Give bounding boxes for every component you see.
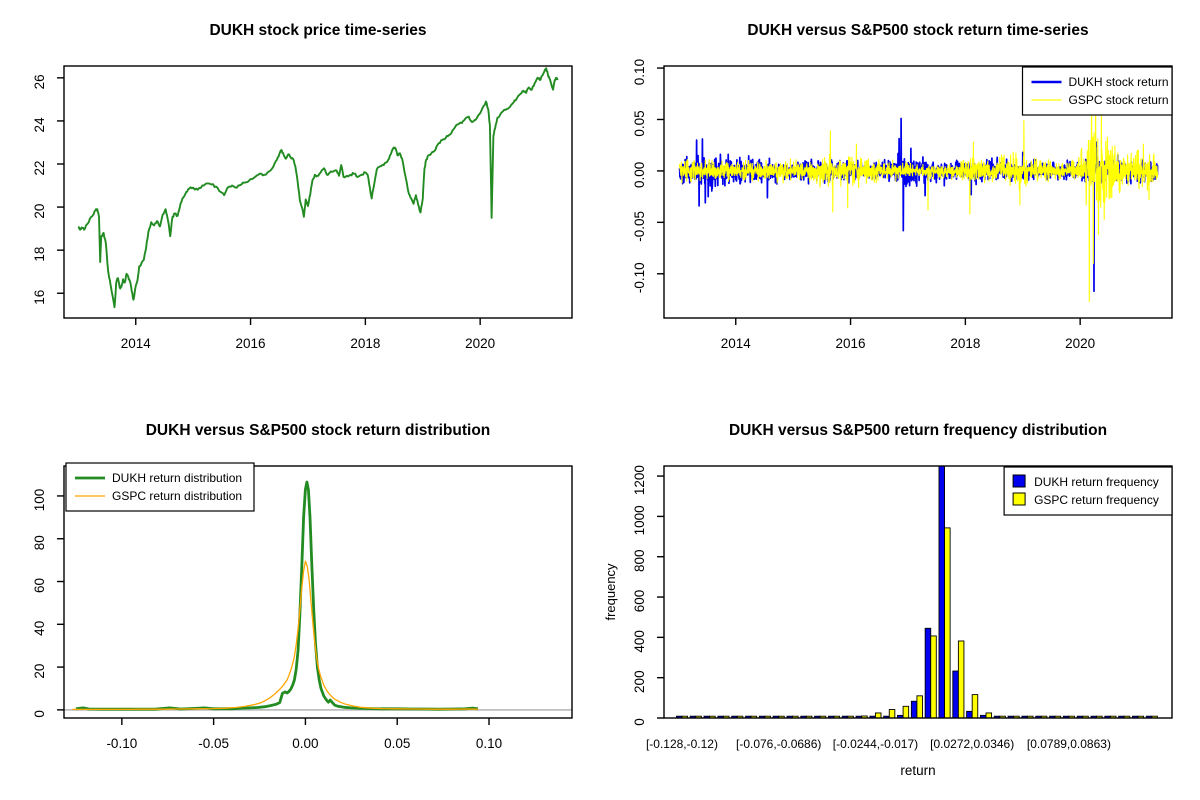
svg-text:0.10: 0.10 xyxy=(476,736,502,751)
svg-text:[-0.128,-0.12): [-0.128,-0.12) xyxy=(646,737,718,751)
svg-text:40: 40 xyxy=(32,621,47,636)
svg-text:2018: 2018 xyxy=(950,336,980,351)
svg-text:GSPC stock return: GSPC stock return xyxy=(1069,93,1169,107)
svg-text:60: 60 xyxy=(32,578,47,593)
return-timeseries-panel: DUKH versus S&P500 stock return time-ser… xyxy=(600,0,1200,400)
svg-text:0.00: 0.00 xyxy=(632,162,647,188)
svg-text:[-0.0244,-0.017): [-0.0244,-0.017) xyxy=(833,737,918,751)
svg-text:100: 100 xyxy=(32,489,47,512)
svg-text:0.05: 0.05 xyxy=(384,736,410,751)
svg-text:0.05: 0.05 xyxy=(632,110,647,136)
return-timeseries-plot: 0.10 0.05 0.00 -0.05 -0.10 2014 2016 2018 2020 DU… xyxy=(632,59,1173,351)
svg-text:2014: 2014 xyxy=(121,336,152,351)
svg-text:0: 0 xyxy=(32,710,47,718)
svg-text:-0.05: -0.05 xyxy=(198,736,229,751)
return-distribution-plot: 0 20 40 60 80 100 -0.10 -0.05 0.00 0.05 0.10 DUKH r… xyxy=(32,462,573,751)
svg-text:frequency: frequency xyxy=(603,563,618,621)
return-distribution-panel: DUKH versus S&P500 stock return distribu… xyxy=(0,400,600,800)
return-distribution-title: DUKH versus S&P500 stock return distribu… xyxy=(145,422,491,439)
price-chart-title: DUKH stock price time-series xyxy=(209,22,427,39)
svg-text:2014: 2014 xyxy=(721,336,752,351)
svg-text:GSPC return distribution: GSPC return distribution xyxy=(112,489,242,503)
svg-text:0: 0 xyxy=(632,718,647,726)
svg-text:-0.10: -0.10 xyxy=(106,736,137,751)
svg-text:DUKH return distribution: DUKH return distribution xyxy=(112,471,242,485)
svg-text:0.10: 0.10 xyxy=(632,59,647,85)
price-timeseries-plot: 16 18 20 22 24 26 2014 2016 2018 2020 xyxy=(32,65,573,351)
svg-text:200: 200 xyxy=(632,670,647,693)
svg-text:0.00: 0.00 xyxy=(292,736,318,751)
svg-text:80: 80 xyxy=(32,535,47,550)
svg-text:24: 24 xyxy=(32,117,47,133)
svg-text:26: 26 xyxy=(32,74,47,89)
svg-text:2016: 2016 xyxy=(236,336,266,351)
svg-text:1000: 1000 xyxy=(632,505,647,535)
svg-text:20: 20 xyxy=(32,664,47,679)
return-timeseries-title: DUKH versus S&P500 stock return time-ser… xyxy=(747,22,1089,39)
svg-text:2016: 2016 xyxy=(836,336,866,351)
svg-text:2018: 2018 xyxy=(350,336,380,351)
svg-text:800: 800 xyxy=(632,549,647,572)
svg-text:400: 400 xyxy=(632,630,647,653)
svg-text:22: 22 xyxy=(32,160,47,175)
return-frequency-panel: DUKH versus S&P500 return frequency dist… xyxy=(600,400,1200,800)
svg-text:18: 18 xyxy=(32,247,47,262)
price-timeseries-panel: DUKH stock price time-series 16 18 20 22 24 2… xyxy=(0,0,600,400)
svg-text:return: return xyxy=(900,763,935,778)
svg-text:-0.05: -0.05 xyxy=(632,211,647,242)
return-frequency-title: DUKH versus S&P500 return frequency dist… xyxy=(728,422,1108,439)
svg-text:[0.0272,0.0346): [0.0272,0.0346) xyxy=(930,737,1014,751)
svg-text:GSPC return frequency: GSPC return frequency xyxy=(1034,493,1159,507)
svg-text:[-0.076,-0.0686): [-0.076,-0.0686) xyxy=(736,737,821,751)
svg-text:16: 16 xyxy=(32,290,47,305)
svg-text:2020: 2020 xyxy=(1065,336,1095,351)
svg-text:1200: 1200 xyxy=(632,465,647,495)
svg-text:20: 20 xyxy=(32,204,47,219)
svg-text:2020: 2020 xyxy=(465,336,495,351)
svg-text:600: 600 xyxy=(632,590,647,613)
svg-text:-0.10: -0.10 xyxy=(632,262,647,293)
svg-text:[0.0789,0.0863): [0.0789,0.0863) xyxy=(1027,737,1111,751)
svg-text:DUKH return frequency: DUKH return frequency xyxy=(1034,475,1159,489)
svg-text:DUKH stock return: DUKH stock return xyxy=(1069,75,1169,89)
return-frequency-plot: [-0.128,-0.12) [-0.076,-0.0686) [-0.0244,-… xyxy=(603,465,1173,778)
